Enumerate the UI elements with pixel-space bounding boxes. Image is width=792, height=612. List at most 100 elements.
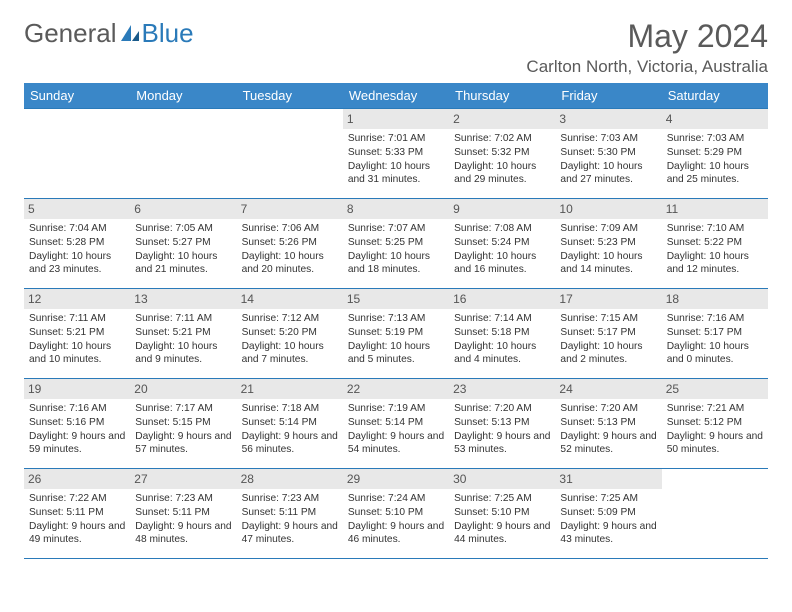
sunset-value: Sunset: 5:11 PM: [135, 506, 231, 520]
calendar-cell: 29Sunrise: 7:24 AMSunset: 5:10 PMDayligh…: [343, 469, 449, 559]
daylight-value: Daylight: 10 hours and 10 minutes.: [29, 340, 125, 368]
day-number: 14: [237, 289, 343, 309]
sunset-value: Sunset: 5:33 PM: [348, 146, 444, 160]
weekday-header: Saturday: [662, 83, 768, 109]
day-number: 18: [662, 289, 768, 309]
calendar-cell: 20Sunrise: 7:17 AMSunset: 5:15 PMDayligh…: [130, 379, 236, 469]
day-number: 24: [555, 379, 661, 399]
daylight-value: Daylight: 9 hours and 56 minutes.: [242, 430, 338, 458]
sunset-value: Sunset: 5:13 PM: [560, 416, 656, 430]
day-number: 5: [24, 199, 130, 219]
day-number: 6: [130, 199, 236, 219]
calendar-cell: 13Sunrise: 7:11 AMSunset: 5:21 PMDayligh…: [130, 289, 236, 379]
daylight-value: Daylight: 10 hours and 31 minutes.: [348, 160, 444, 188]
day-number: 19: [24, 379, 130, 399]
daylight-value: Daylight: 9 hours and 53 minutes.: [454, 430, 550, 458]
day-number: 8: [343, 199, 449, 219]
day-number: 23: [449, 379, 555, 399]
sunrise-value: Sunrise: 7:01 AM: [348, 132, 444, 146]
day-number-empty: [237, 109, 343, 129]
logo-text-blue: Blue: [142, 18, 194, 49]
weekday-header: Thursday: [449, 83, 555, 109]
sunrise-value: Sunrise: 7:20 AM: [560, 402, 656, 416]
calendar-cell: 15Sunrise: 7:13 AMSunset: 5:19 PMDayligh…: [343, 289, 449, 379]
daylight-value: Daylight: 9 hours and 43 minutes.: [560, 520, 656, 548]
sunrise-value: Sunrise: 7:17 AM: [135, 402, 231, 416]
calendar-cell: 8Sunrise: 7:07 AMSunset: 5:25 PMDaylight…: [343, 199, 449, 289]
day-number: 7: [237, 199, 343, 219]
sunrise-value: Sunrise: 7:21 AM: [667, 402, 763, 416]
daylight-value: Daylight: 10 hours and 27 minutes.: [560, 160, 656, 188]
calendar-cell: 11Sunrise: 7:10 AMSunset: 5:22 PMDayligh…: [662, 199, 768, 289]
daylight-value: Daylight: 9 hours and 49 minutes.: [29, 520, 125, 548]
sunset-value: Sunset: 5:29 PM: [667, 146, 763, 160]
daylight-value: Daylight: 10 hours and 18 minutes.: [348, 250, 444, 278]
header: General Blue May 2024 Carlton North, Vic…: [24, 18, 768, 77]
sunrise-value: Sunrise: 7:16 AM: [667, 312, 763, 326]
calendar-cell: 24 Sunrise: 7:20 AMSunset: 5:13 PMDayligh…: [555, 379, 661, 469]
calendar-cell: 9Sunrise: 7:08 AMSunset: 5:24 PMDaylight…: [449, 199, 555, 289]
day-number: 12: [24, 289, 130, 309]
sunset-value: Sunset: 5:30 PM: [560, 146, 656, 160]
calendar-cell: 12Sunrise: 7:11 AMSunset: 5:21 PMDayligh…: [24, 289, 130, 379]
sunset-value: Sunset: 5:13 PM: [454, 416, 550, 430]
day-number: 10: [555, 199, 661, 219]
daylight-value: Daylight: 9 hours and 59 minutes.: [29, 430, 125, 458]
calendar-cell: 1Sunrise: 7:01 AMSunset: 5:33 PMDaylight…: [343, 109, 449, 199]
daylight-value: Daylight: 10 hours and 20 minutes.: [242, 250, 338, 278]
sunrise-value: Sunrise: 7:14 AM: [454, 312, 550, 326]
sunrise-value: Sunrise: 7:18 AM: [242, 402, 338, 416]
sunset-value: Sunset: 5:21 PM: [135, 326, 231, 340]
daylight-value: Daylight: 10 hours and 12 minutes.: [667, 250, 763, 278]
day-number: 27: [130, 469, 236, 489]
daylight-value: Daylight: 10 hours and 21 minutes.: [135, 250, 231, 278]
sunset-value: Sunset: 5:10 PM: [348, 506, 444, 520]
weekday-header: Wednesday: [343, 83, 449, 109]
sunrise-value: Sunrise: 7:15 AM: [560, 312, 656, 326]
sunset-value: Sunset: 5:24 PM: [454, 236, 550, 250]
sunrise-value: Sunrise: 7:20 AM: [454, 402, 550, 416]
calendar-cell: 21Sunrise: 7:18 AMSunset: 5:14 PMDayligh…: [237, 379, 343, 469]
day-number: 4: [662, 109, 768, 129]
calendar-cell: 5Sunrise: 7:04 AMSunset: 5:28 PMDaylight…: [24, 199, 130, 289]
calendar-cell: 26Sunrise: 7:22 AMSunset: 5:11 PMDayligh…: [24, 469, 130, 559]
daylight-value: Daylight: 10 hours and 23 minutes.: [29, 250, 125, 278]
daylight-value: Daylight: 10 hours and 29 minutes.: [454, 160, 550, 188]
daylight-value: Daylight: 9 hours and 48 minutes.: [135, 520, 231, 548]
sunset-value: Sunset: 5:10 PM: [454, 506, 550, 520]
day-number: 3: [555, 109, 661, 129]
daylight-value: Daylight: 10 hours and 5 minutes.: [348, 340, 444, 368]
sunset-value: Sunset: 5:17 PM: [667, 326, 763, 340]
calendar-cell: 23 Sunrise: 7:20 AMSunset: 5:13 PMDayligh…: [449, 379, 555, 469]
daylight-value: Daylight: 9 hours and 52 minutes.: [560, 430, 656, 458]
daylight-value: Daylight: 10 hours and 16 minutes.: [454, 250, 550, 278]
sunset-value: Sunset: 5:12 PM: [667, 416, 763, 430]
calendar-body: 1Sunrise: 7:01 AMSunset: 5:33 PMDaylight…: [24, 109, 768, 559]
day-number: 9: [449, 199, 555, 219]
logo-text-general: General: [24, 18, 117, 49]
sunrise-value: Sunrise: 7:05 AM: [135, 222, 231, 236]
sunrise-value: Sunrise: 7:16 AM: [29, 402, 125, 416]
sunrise-value: Sunrise: 7:11 AM: [135, 312, 231, 326]
daylight-value: Daylight: 9 hours and 46 minutes.: [348, 520, 444, 548]
sunset-value: Sunset: 5:26 PM: [242, 236, 338, 250]
sunrise-value: Sunrise: 7:03 AM: [667, 132, 763, 146]
calendar-cell: 3 Sunrise: 7:03 AMSunset: 5:30 PMDaylight…: [555, 109, 661, 199]
weekday-header: Monday: [130, 83, 236, 109]
sunrise-value: Sunrise: 7:03 AM: [560, 132, 656, 146]
weekday-header: Tuesday: [237, 83, 343, 109]
calendar-cell: 14Sunrise: 7:12 AMSunset: 5:20 PMDayligh…: [237, 289, 343, 379]
daylight-value: Daylight: 10 hours and 7 minutes.: [242, 340, 338, 368]
calendar-cell: [662, 469, 768, 559]
sunset-value: Sunset: 5:17 PM: [560, 326, 656, 340]
day-number: 29: [343, 469, 449, 489]
sunset-value: Sunset: 5:09 PM: [560, 506, 656, 520]
sunset-value: Sunset: 5:22 PM: [667, 236, 763, 250]
day-number: 2: [449, 109, 555, 129]
day-number: 28: [237, 469, 343, 489]
sunrise-value: Sunrise: 7:23 AM: [242, 492, 338, 506]
daylight-value: Daylight: 10 hours and 4 minutes.: [454, 340, 550, 368]
logo: General Blue: [24, 18, 194, 49]
sunrise-value: Sunrise: 7:07 AM: [348, 222, 444, 236]
daylight-value: Daylight: 9 hours and 50 minutes.: [667, 430, 763, 458]
